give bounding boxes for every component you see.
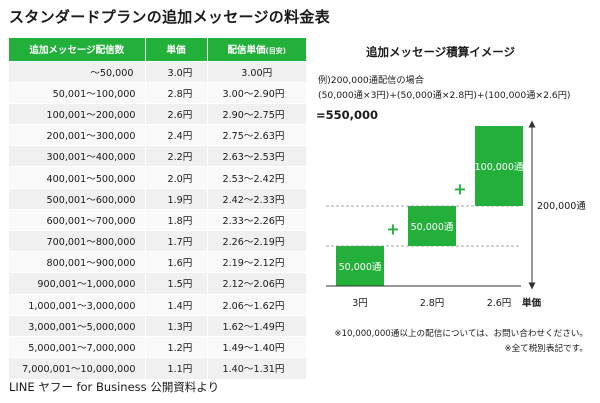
cell-unit-price: 2.0円 bbox=[145, 166, 208, 189]
stair-layer bbox=[326, 126, 523, 286]
step-price-label: 3円 bbox=[352, 298, 368, 309]
cell-unit-price: 2.6円 bbox=[145, 102, 208, 125]
cell-per-unit-price: 2.06〜1.62円 bbox=[207, 293, 306, 316]
cell-message-count: 1,000,001〜3,000,000 bbox=[9, 293, 146, 316]
step-count-label: 100,000通 bbox=[474, 162, 524, 173]
table-row: 3,000,001〜5,000,000 1.3円 1.62〜1.49円 bbox=[9, 314, 306, 337]
step-price-label: 2.6円 bbox=[486, 298, 512, 309]
cell-message-count: 50,001〜100,000 bbox=[9, 81, 146, 104]
step-price-label: 2.8円 bbox=[419, 298, 445, 309]
table-body: 〜50,000 3.0円 3.00円 50,001〜100,000 2.8円 3.00〜2… bbox=[9, 60, 306, 379]
cell-message-count: 500,001〜600,000 bbox=[9, 187, 146, 210]
step-count-label: 50,000通 bbox=[410, 222, 454, 233]
plus-sign: + bbox=[386, 219, 400, 239]
cell-unit-price: 1.5円 bbox=[145, 272, 208, 295]
cell-per-unit-price: 2.33〜2.26円 bbox=[207, 208, 306, 231]
table-row: 300,001〜400,000 2.2円 2.63〜2.53円 bbox=[9, 145, 306, 167]
cell-per-unit-price: 2.42〜2.33円 bbox=[207, 187, 306, 210]
cell-per-unit-price: 2.26〜2.19円 bbox=[207, 229, 306, 252]
cell-per-unit-price: 1.49〜1.40円 bbox=[207, 335, 306, 358]
cell-message-count: 200,001〜300,000 bbox=[9, 124, 146, 146]
table-row: 200,001〜300,000 2.4円 2.75〜2.63円 bbox=[9, 124, 306, 146]
cell-unit-price: 2.8円 bbox=[145, 81, 208, 104]
cell-unit-price: 3.0円 bbox=[145, 60, 208, 83]
cell-unit-price: 1.6円 bbox=[145, 251, 208, 273]
cell-unit-price: 1.8円 bbox=[145, 208, 208, 231]
footnote-contact: ※10,000,000通以上の配信については、お問い合わせください。 bbox=[334, 329, 588, 339]
plus-sign: + bbox=[453, 179, 467, 199]
example-text: 例)200,000通配信の場合 (50,000通×3円)+(50,000通×2.… bbox=[318, 74, 570, 103]
cell-message-count: 5,000,001〜7,000,000 bbox=[9, 335, 146, 358]
cell-message-count: 3,000,001〜5,000,000 bbox=[9, 314, 146, 337]
total-amount: =550,000 bbox=[316, 108, 379, 122]
cell-per-unit-price: 2.75〜2.63円 bbox=[207, 124, 306, 146]
example-line-1: 例)200,000通配信の場合 bbox=[318, 75, 424, 86]
cell-message-count: 300,001〜400,000 bbox=[9, 145, 146, 167]
cell-per-unit-price: 2.63〜2.53円 bbox=[207, 145, 306, 167]
cell-per-unit-price: 1.40〜1.31円 bbox=[207, 357, 306, 379]
step-count-label: 50,000通 bbox=[338, 262, 382, 273]
cell-per-unit-price: 1.62〜1.49円 bbox=[207, 314, 306, 337]
cell-message-count: 〜50,000 bbox=[9, 60, 146, 83]
header-per-unit-price: 配信単価(目安) bbox=[207, 38, 306, 61]
cell-unit-price: 1.4円 bbox=[145, 293, 208, 316]
table-row: 5,000,001〜7,000,000 1.2円 1.49〜1.40円 bbox=[9, 335, 306, 358]
table-row: 100,001〜200,000 2.6円 2.90〜2.75円 bbox=[9, 102, 306, 125]
table-row: 1,000,001〜3,000,000 1.4円 2.06〜1.62円 bbox=[9, 293, 306, 316]
cell-unit-price: 2.4円 bbox=[145, 124, 208, 146]
header-unit-price: 単価 bbox=[145, 38, 208, 61]
cell-unit-price: 1.1円 bbox=[145, 357, 208, 379]
stair-step-bar bbox=[408, 206, 456, 246]
table-row: 600,001〜700,000 1.8円 2.33〜2.26円 bbox=[9, 208, 306, 231]
cell-per-unit-price: 2.12〜2.06円 bbox=[207, 272, 306, 295]
table-row: 900,001〜1,000,000 1.5円 2.12〜2.06円 bbox=[9, 272, 306, 295]
cell-message-count: 600,001〜700,000 bbox=[9, 208, 146, 231]
cell-per-unit-price: 3.00円 bbox=[207, 60, 306, 83]
footnote-tax: ※全て税別表記です。 bbox=[504, 344, 588, 354]
cell-unit-price: 1.9円 bbox=[145, 187, 208, 210]
cell-message-count: 800,001〜900,000 bbox=[9, 251, 146, 273]
cell-per-unit-price: 3.00〜2.90円 bbox=[207, 81, 306, 104]
cell-per-unit-price: 2.53〜2.42円 bbox=[207, 166, 306, 189]
cell-message-count: 7,000,001〜10,000,000 bbox=[9, 357, 146, 379]
cell-message-count: 700,001〜800,000 bbox=[9, 229, 146, 252]
cell-per-unit-price: 2.19〜2.12円 bbox=[207, 251, 306, 273]
stair-step-bar bbox=[336, 246, 384, 286]
table-row: 500,001〜600,000 1.9円 2.42〜2.33円 bbox=[9, 187, 306, 210]
cell-message-count: 900,001〜1,000,000 bbox=[9, 272, 146, 295]
table-row: 800,001〜900,000 1.6円 2.19〜2.12円 bbox=[9, 251, 306, 273]
total-axis-label: 200,000通 bbox=[537, 201, 586, 212]
example-line-2: (50,000通×3円)+(50,000通×2.8円)+(100,000通×2.… bbox=[318, 89, 571, 101]
pricing-table: 追加メッセージ配信数 単価 配信単価(目安) 〜50,000 3.0円 3.00円 5… bbox=[9, 38, 306, 379]
cell-per-unit-price: 2.90〜2.75円 bbox=[207, 102, 306, 125]
cell-unit-price: 1.7円 bbox=[145, 229, 208, 252]
header-per-unit-label: 配信単価 bbox=[227, 45, 266, 57]
table-row: 〜50,000 3.0円 3.00円 bbox=[9, 60, 306, 83]
header-per-unit-note: (目安) bbox=[265, 47, 286, 56]
table-row: 7,000,001〜10,000,000 1.1円 1.40〜1.31円 bbox=[9, 357, 306, 379]
visual-title: 追加メッセージ積算イメージ bbox=[366, 45, 516, 59]
table-row: 50,001〜100,000 2.8円 3.00〜2.90円 bbox=[9, 81, 306, 104]
cell-unit-price: 1.2円 bbox=[145, 335, 208, 358]
source-credit: LINE ヤフー for Business 公開資料より bbox=[9, 380, 220, 394]
cell-message-count: 400,001〜500,000 bbox=[9, 166, 146, 189]
cell-message-count: 100,001〜200,000 bbox=[9, 102, 146, 125]
header-message-count: 追加メッセージ配信数 bbox=[9, 38, 146, 61]
cell-unit-price: 1.3円 bbox=[145, 314, 208, 337]
page-title: スタンダードプランの追加メッセージの料金表 bbox=[9, 8, 331, 26]
stair-step-bar bbox=[475, 126, 523, 206]
table-row: 700,001〜800,000 1.7円 2.26〜2.19円 bbox=[9, 229, 306, 252]
table-header-row: 追加メッセージ配信数 単価 配信単価(目安) bbox=[9, 38, 306, 61]
cell-unit-price: 2.2円 bbox=[145, 145, 208, 167]
table-row: 400,001〜500,000 2.0円 2.53〜2.42円 bbox=[9, 166, 306, 189]
unit-axis-label: 単価 bbox=[522, 298, 542, 309]
